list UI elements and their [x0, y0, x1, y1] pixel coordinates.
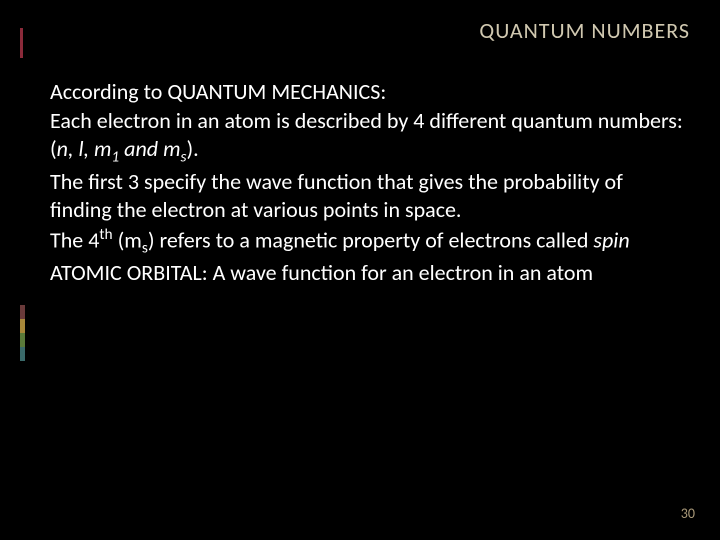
accent-bar-green2	[20, 333, 25, 347]
line4b: (m	[113, 226, 142, 253]
line2-close: ).	[186, 135, 198, 162]
line1: According to QUANTUM MECHANICS:	[50, 78, 685, 107]
accent-bars-top	[20, 28, 23, 58]
page-number: 30	[681, 505, 695, 522]
line4: The 4th (ms) refers to a magnetic proper…	[50, 225, 685, 259]
accent-bar-yellow2	[20, 319, 25, 333]
line4-sup: th	[99, 225, 112, 244]
accent-bars-mid	[20, 305, 25, 361]
line2-italic: n, l, m	[57, 135, 112, 162]
slide-title: QUANTUM NUMBERS	[479, 17, 690, 44]
line4-spin: spin	[593, 226, 629, 253]
accent-bar-red2	[20, 305, 25, 319]
line2: Each electron in an atom is described by…	[50, 107, 685, 168]
accent-bar-red	[20, 28, 23, 58]
line3: The first 3 specify the wave function th…	[50, 168, 685, 225]
accent-bar-teal2	[20, 347, 25, 361]
slide-header: QUANTUM NUMBERS	[0, 0, 720, 60]
line4a: The 4	[50, 226, 99, 253]
section2: ATOMIC ORBITAL: A wave function for an e…	[50, 259, 685, 288]
line2-and: and m	[119, 135, 180, 162]
slide-content: According to QUANTUM MECHANICS: Each ele…	[50, 78, 685, 287]
line4c: ) refers to a magnetic property of elect…	[148, 226, 594, 253]
